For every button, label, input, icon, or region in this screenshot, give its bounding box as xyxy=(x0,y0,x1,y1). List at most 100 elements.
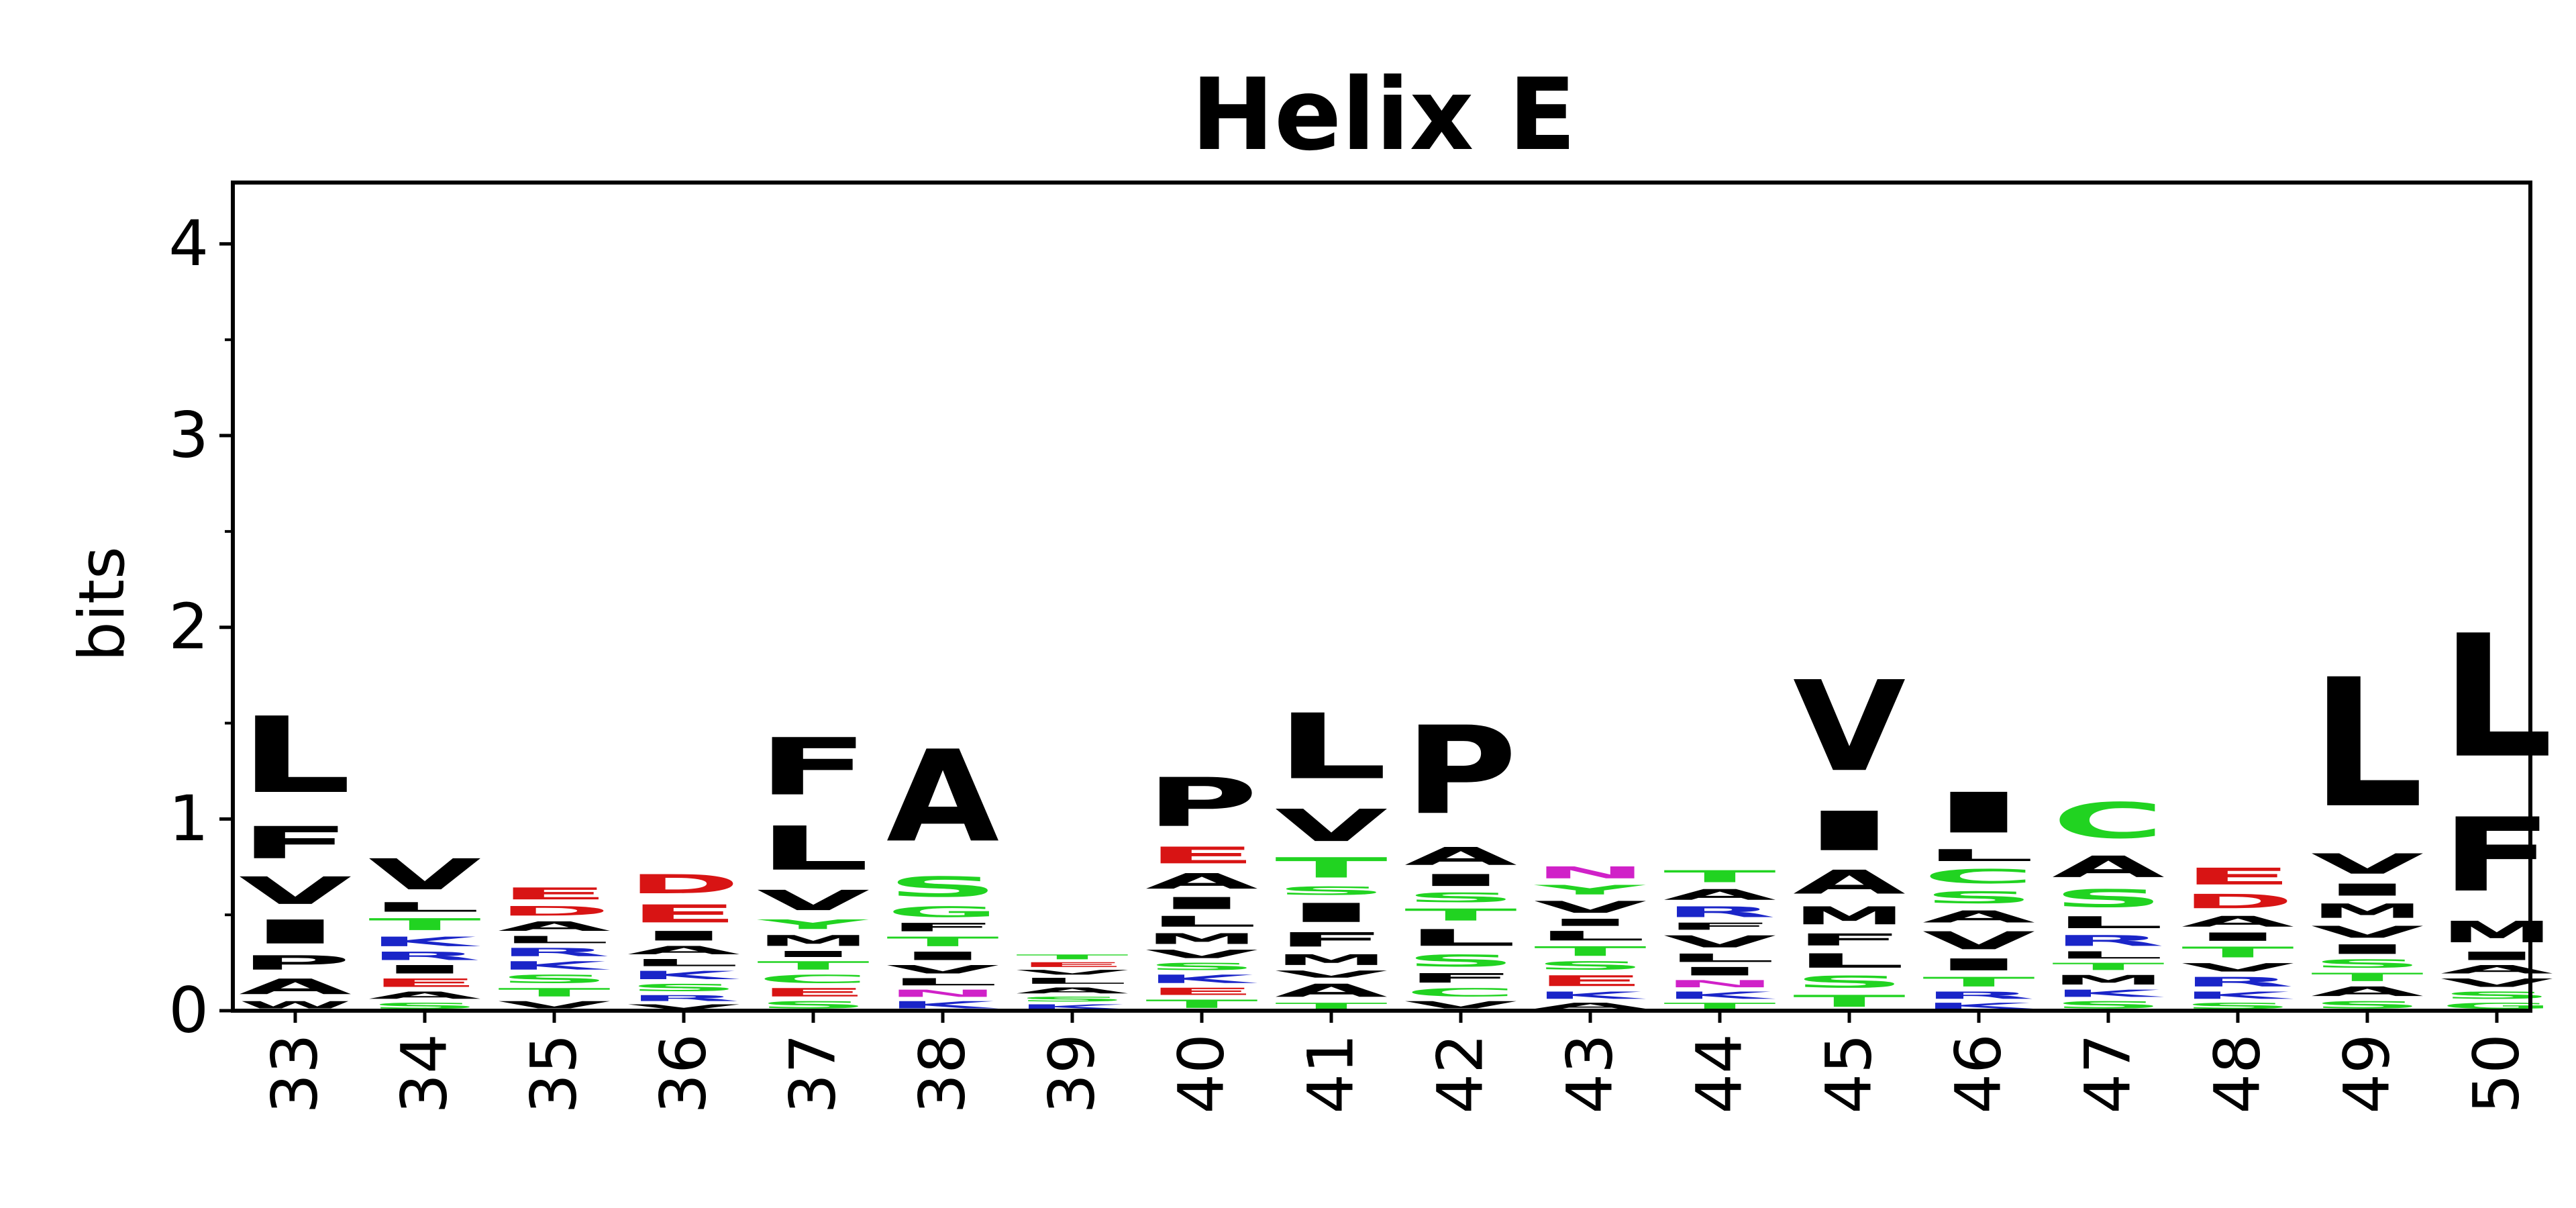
logo-letter-42-L: L xyxy=(1404,925,1517,952)
logo-letter-49-L: L xyxy=(2311,642,2424,848)
logo-letter-44-V: V xyxy=(1663,932,1776,951)
logo-letter-34-E: E xyxy=(368,976,481,990)
logo-letter-50-S: S xyxy=(2440,990,2553,1001)
logo-letter-44-F: F xyxy=(1663,921,1776,932)
logo-letter-39-K: K xyxy=(1016,1003,1129,1011)
logo-letter-50-M: M xyxy=(2440,915,2553,950)
logo-letter-48-V: V xyxy=(2181,961,2294,974)
logo-letter-37-C: C xyxy=(757,972,870,986)
logo-letter-42-F: F xyxy=(1404,970,1517,986)
logo-letter-38-A: A xyxy=(886,723,999,870)
logo-letter-40-P: P xyxy=(1145,764,1258,842)
logo-letter-47-K: K xyxy=(2052,988,2165,999)
logo-letter-45-M: M xyxy=(1793,901,1906,930)
logo-letter-35-A: A xyxy=(498,919,611,934)
logo-letter-38-T: T xyxy=(886,934,999,950)
logo-letter-44-I: I xyxy=(1663,965,1776,978)
logo-letter-36-I: I xyxy=(627,928,740,944)
logo-letter-38-V: V xyxy=(886,963,999,976)
x-tick-label-46: 46 xyxy=(1943,1034,2016,1114)
logo-letter-37-S: S xyxy=(757,999,870,1011)
logo-letter-42-T: T xyxy=(1404,905,1517,924)
logo-letter-49-V: V xyxy=(2311,923,2424,942)
logo-letter-43-V: V xyxy=(1534,898,1647,917)
logo-letter-43-A: A xyxy=(1534,1001,1647,1011)
logo-letter-46-R: R xyxy=(1922,990,2035,1001)
y-axis-label: bits xyxy=(66,546,139,662)
logo-letter-39-L: L xyxy=(1016,976,1129,986)
logo-letter-38-F: F xyxy=(886,921,999,934)
logo-letter-46-K: K xyxy=(1922,1001,2035,1011)
x-tick-label-45: 45 xyxy=(1813,1034,1886,1114)
logo-letter-41-M: M xyxy=(1275,952,1388,969)
logo-letter-46-V: V xyxy=(1922,926,2035,955)
logo-letter-50-A: A xyxy=(2440,963,2553,976)
logo-letter-41-L: L xyxy=(1275,695,1388,800)
logo-letter-47-M: M xyxy=(2052,972,2165,988)
logo-letter-49-A: A xyxy=(2311,984,2424,999)
logo-letter-45-S: S xyxy=(1793,972,1906,991)
logo-letter-39-T: T xyxy=(1016,953,1129,960)
logo-letter-44-N: N xyxy=(1663,978,1776,989)
logo-letter-46-S: S xyxy=(1922,888,2035,907)
logo-letter-36-K: K xyxy=(627,968,740,982)
logo-letter-33-W: W xyxy=(239,999,352,1011)
logo-letter-45-A: A xyxy=(1793,863,1906,901)
logo-letter-39-S: S xyxy=(1016,995,1129,1003)
logo-letter-36-L: L xyxy=(627,957,740,968)
logo-letter-46-T: T xyxy=(1922,974,2035,990)
logo-letter-41-A: A xyxy=(1275,980,1388,1001)
logo-letter-44-A: A xyxy=(1663,887,1776,903)
logo-letter-35-S: S xyxy=(498,972,611,986)
x-tick-label-39: 39 xyxy=(1036,1034,1109,1114)
logo-letter-47-C: C xyxy=(2052,793,2165,850)
logo-letter-40-S: S xyxy=(1145,961,1258,972)
logo-letter-34-L: L xyxy=(368,900,481,915)
logo-letter-49-I: I xyxy=(2311,942,2424,957)
logo-letter-37-E: E xyxy=(757,986,870,999)
logo-letter-48-D: D xyxy=(2181,890,2294,913)
logo-letter-40-A: A xyxy=(1145,869,1258,894)
logo-letter-43-Y: Y xyxy=(1533,883,1646,898)
logo-letter-35-T: T xyxy=(498,986,611,999)
logo-letter-40-T: T xyxy=(1145,997,1258,1011)
logo-letter-33-L: L xyxy=(239,695,352,817)
x-tick-label-40: 40 xyxy=(1166,1034,1239,1114)
logo-letter-36-V: V xyxy=(627,1003,740,1011)
logo-letter-50-V: V xyxy=(2440,976,2553,990)
logo-letter-38-K: K xyxy=(886,999,999,1011)
logo-letter-34-I: I xyxy=(368,963,481,976)
logo-letter-41-F: F xyxy=(1275,928,1388,951)
logo-letter-49-M: M xyxy=(2311,899,2424,922)
logo-letter-34-R: R xyxy=(368,950,481,963)
logo-letter-49-I: I xyxy=(2311,880,2424,899)
logo-letter-40-M: M xyxy=(1145,930,1258,948)
logo-letter-46-C: C xyxy=(1922,865,2035,888)
logo-letter-49-S: S xyxy=(2311,999,2424,1011)
x-tick-label-35: 35 xyxy=(518,1034,591,1114)
x-tick-label-49: 49 xyxy=(2331,1034,2404,1114)
logo-letter-42-C: C xyxy=(1404,986,1517,999)
logo-letter-37-Y: Y xyxy=(756,917,869,932)
logo-letter-36-S: S xyxy=(627,982,740,993)
logo-letter-41-V: V xyxy=(1275,800,1388,852)
logo-letter-38-L: L xyxy=(886,976,999,988)
logo-letter-46-A: A xyxy=(1922,907,2035,926)
x-tick-label-50: 50 xyxy=(2461,1034,2534,1114)
logo-letter-35-K: K xyxy=(498,959,611,972)
logo-letter-37-V: V xyxy=(757,885,870,917)
logo-letter-35-E: E xyxy=(498,885,611,903)
logo-letter-43-T: T xyxy=(1534,944,1647,959)
logo-letter-34-T: T xyxy=(368,915,481,934)
logo-letter-33-A: A xyxy=(239,974,352,999)
logo-letter-43-N: N xyxy=(1534,863,1647,883)
logo-letter-33-F: F xyxy=(239,817,352,869)
y-tick-label-1: 1 xyxy=(168,783,209,856)
logo-letter-48-S: S xyxy=(2181,1001,2294,1011)
